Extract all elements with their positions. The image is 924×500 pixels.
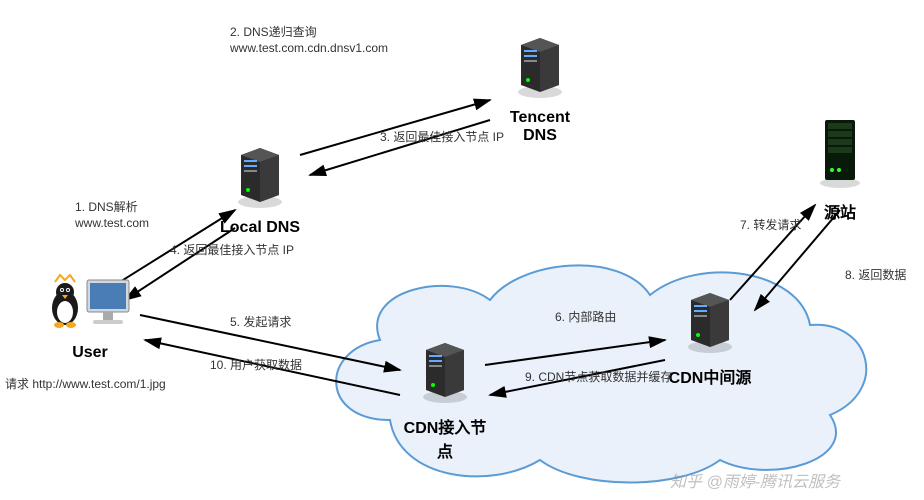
- local-dns-label: Local DNS: [220, 219, 300, 237]
- origin-label: 源站: [805, 199, 875, 223]
- edge-label-3: 3. 返回最佳接入节点 IP: [380, 130, 504, 146]
- arrow-2: [300, 100, 490, 155]
- user-label: User: [40, 344, 140, 362]
- arrow-3: [310, 120, 490, 175]
- edge-label-5: 5. 发起请求: [230, 315, 291, 331]
- server-icon: [418, 335, 473, 405]
- edge-label-9: 9. CDN节点获取数据并缓存: [525, 370, 672, 386]
- edge-label-4: 4. 返回最佳接入节点 IP: [170, 243, 294, 259]
- edge-label-7: 7. 转发请求: [740, 218, 801, 234]
- node-origin: 源站: [805, 115, 875, 223]
- server-icon: [513, 30, 568, 100]
- edge-label-8: 8. 返回数据: [845, 268, 906, 284]
- cdn-edge-label: CDN接入节点: [400, 414, 490, 462]
- edge-label-1: 1. DNS解析 www.test.com: [75, 200, 149, 231]
- watermark: 知乎 @雨婷-腾讯云服务: [670, 468, 840, 492]
- cdn-mid-label: CDN中间源: [665, 364, 755, 388]
- tencent-dns-label: Tencent DNS: [495, 109, 585, 145]
- node-cdn-mid: CDN中间源: [665, 285, 755, 388]
- node-tencent-dns: Tencent DNS: [495, 30, 585, 145]
- edge-label-6: 6. 内部路由: [555, 310, 616, 326]
- node-local-dns: Local DNS: [220, 140, 300, 237]
- user-icon: [45, 270, 135, 335]
- origin-server-icon: [815, 115, 865, 190]
- edge-label-10: 10. 用户获取数据: [210, 358, 302, 374]
- node-user: User: [40, 270, 140, 362]
- server-icon: [233, 140, 288, 210]
- request-text: 请求 http://www.test.com/1.jpg: [5, 375, 166, 392]
- arrow-4: [125, 228, 235, 300]
- cloud-region: [300, 240, 890, 490]
- server-icon: [683, 285, 738, 355]
- edge-label-2: 2. DNS递归查询 www.test.com.cdn.dnsv1.com: [230, 25, 388, 56]
- node-cdn-edge: CDN接入节点: [400, 335, 490, 462]
